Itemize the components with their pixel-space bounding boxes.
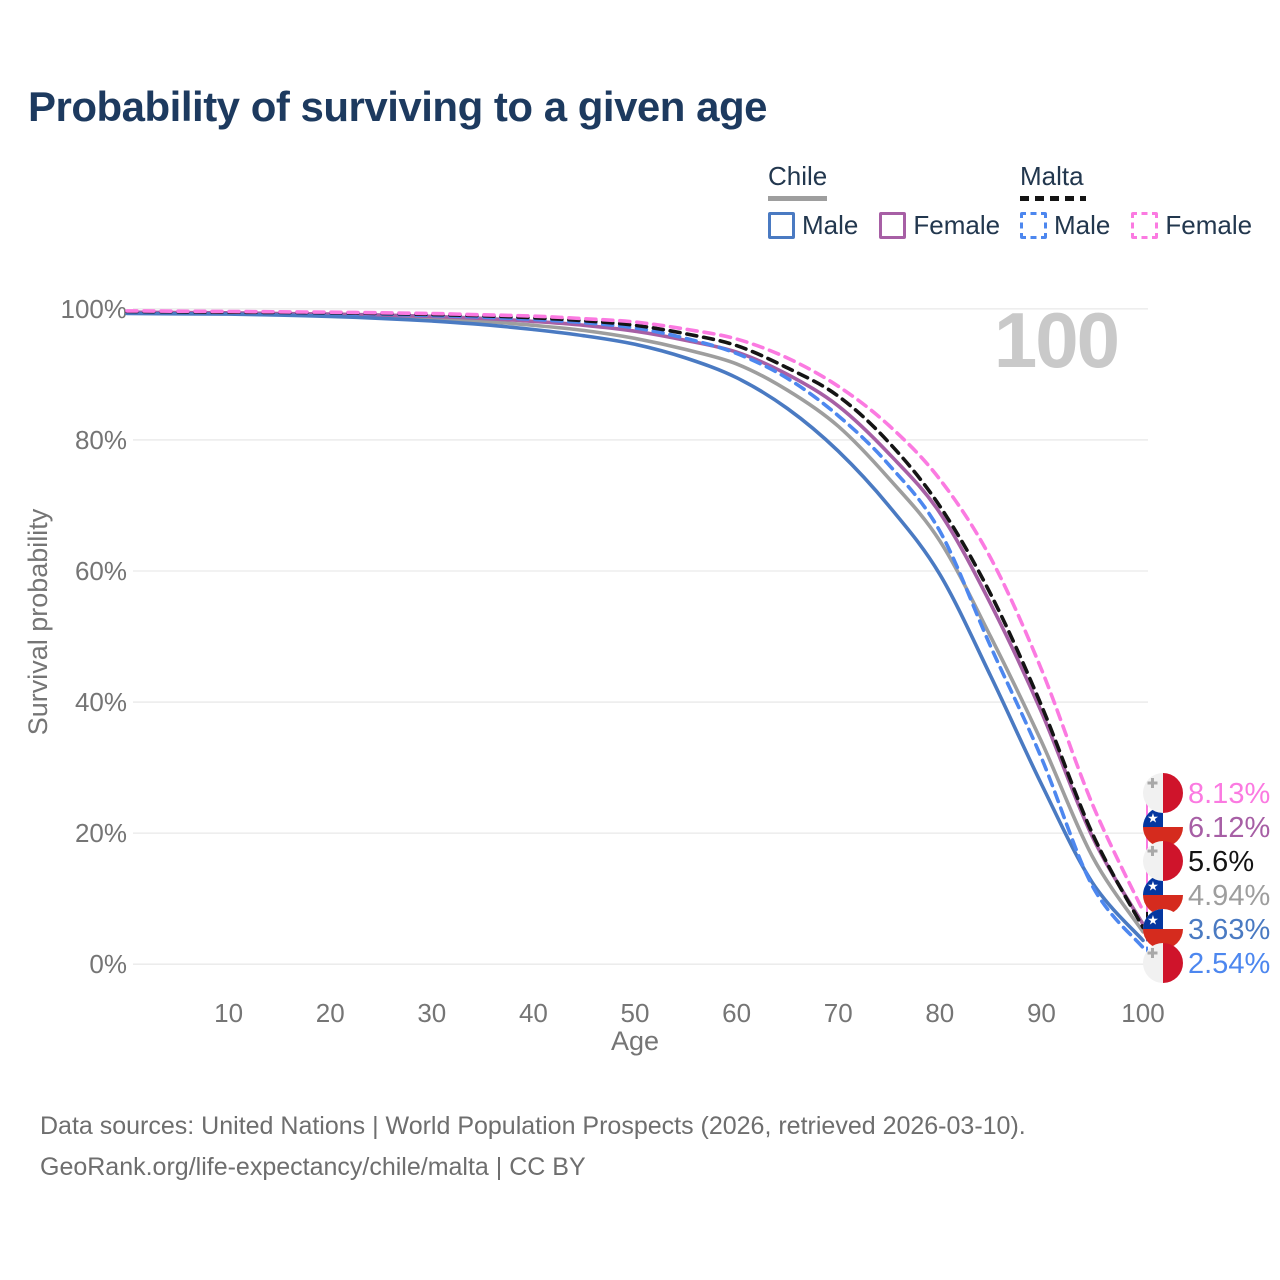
legend-malta-row: Male Female [1020, 210, 1273, 241]
legend-item-malta-male[interactable]: Male [1020, 210, 1110, 241]
legend-chile-title: Chile [768, 161, 828, 191]
series-line-malta-total[interactable] [125, 309, 1145, 930]
malta-female-swatch-icon [1131, 212, 1159, 239]
malta-male-swatch-icon [1020, 212, 1047, 239]
series-line-chile-male[interactable] [125, 311, 1145, 943]
attribution-text: GeoRank.org/life-expectancy/chile/malta … [40, 1153, 586, 1181]
x-tick-label: 70 [824, 998, 853, 1028]
x-tick-label: 50 [621, 998, 650, 1028]
y-tick-label: 40% [75, 687, 127, 717]
legend-group-malta: Malta Male Female [1020, 161, 1273, 241]
x-tick-label: 40 [519, 998, 548, 1028]
x-tick-label: 100 [1121, 998, 1164, 1028]
x-tick-label: 10 [214, 998, 243, 1028]
x-tick-label: 20 [316, 998, 345, 1028]
x-tick-label: 60 [722, 998, 751, 1028]
legend-malta-title: Malta [1020, 161, 1084, 191]
footer: Data sources: United Nations | World Pop… [40, 1106, 1026, 1188]
end-value-label-chile-female: 6.12% [1188, 812, 1270, 844]
svg-text:★: ★ [1147, 913, 1159, 928]
legend-item-chile-female[interactable]: Female [879, 210, 1000, 241]
x-tick-label: 30 [417, 998, 446, 1028]
end-value-label-malta-male: 2.54% [1188, 948, 1270, 980]
svg-text:★: ★ [1147, 879, 1159, 894]
malta-flag-icon [1143, 773, 1183, 813]
chile-flag-icon: ★ [1143, 807, 1183, 847]
y-axis-title: Survival probability [23, 508, 53, 735]
end-value-label-chile-male: 3.63% [1188, 914, 1270, 946]
series-line-chile-total[interactable] [125, 311, 1145, 934]
y-tick-label: 0% [89, 949, 127, 979]
end-value-label-malta-total: 5.6% [1188, 846, 1254, 878]
chile-female-swatch-icon [879, 212, 907, 239]
end-value-label-malta-female: 8.13% [1188, 778, 1270, 810]
x-axis-title: Age [611, 1026, 659, 1056]
legend-malta-line-sample [1020, 196, 1086, 201]
malta-flag-icon [1143, 943, 1183, 983]
legend-item-malta-female[interactable]: Female [1131, 210, 1252, 241]
watermark-age-100: 100 [994, 296, 1118, 384]
legend-chile-row: Male Female [768, 210, 1021, 241]
series-line-chile-female[interactable] [125, 310, 1145, 926]
y-tick-label: 80% [75, 425, 127, 455]
page-title: Probability of surviving to a given age [28, 83, 767, 130]
legend-item-chile-male[interactable]: Male [768, 210, 858, 241]
y-tick-label: 20% [75, 818, 127, 848]
legend-chile-female-label: Female [913, 210, 1001, 240]
series-line-malta-female[interactable] [125, 309, 1145, 913]
x-tick-label: 80 [925, 998, 954, 1028]
legend-chile-line-sample [768, 196, 827, 201]
legend-group-chile: Chile Male Female [768, 161, 1021, 241]
legend-malta-male-label: Male [1054, 210, 1111, 240]
legend-chile-male-label: Male [802, 210, 859, 240]
x-tick-label: 90 [1027, 998, 1056, 1028]
y-tick-label: 60% [75, 556, 127, 586]
svg-text:★: ★ [1147, 811, 1159, 826]
y-tick-label: 100% [61, 294, 128, 324]
data-sources-text: Data sources: United Nations | World Pop… [40, 1112, 1026, 1140]
end-value-label-chile-total: 4.94% [1188, 880, 1270, 912]
malta-flag-icon [1143, 841, 1183, 881]
legend-malta-female-label: Female [1165, 210, 1253, 240]
chile-male-swatch-icon [768, 212, 795, 239]
series-line-malta-male[interactable] [125, 309, 1145, 950]
